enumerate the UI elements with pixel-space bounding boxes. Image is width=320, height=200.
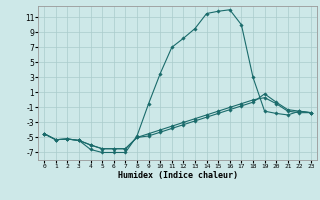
X-axis label: Humidex (Indice chaleur): Humidex (Indice chaleur) xyxy=(118,171,238,180)
